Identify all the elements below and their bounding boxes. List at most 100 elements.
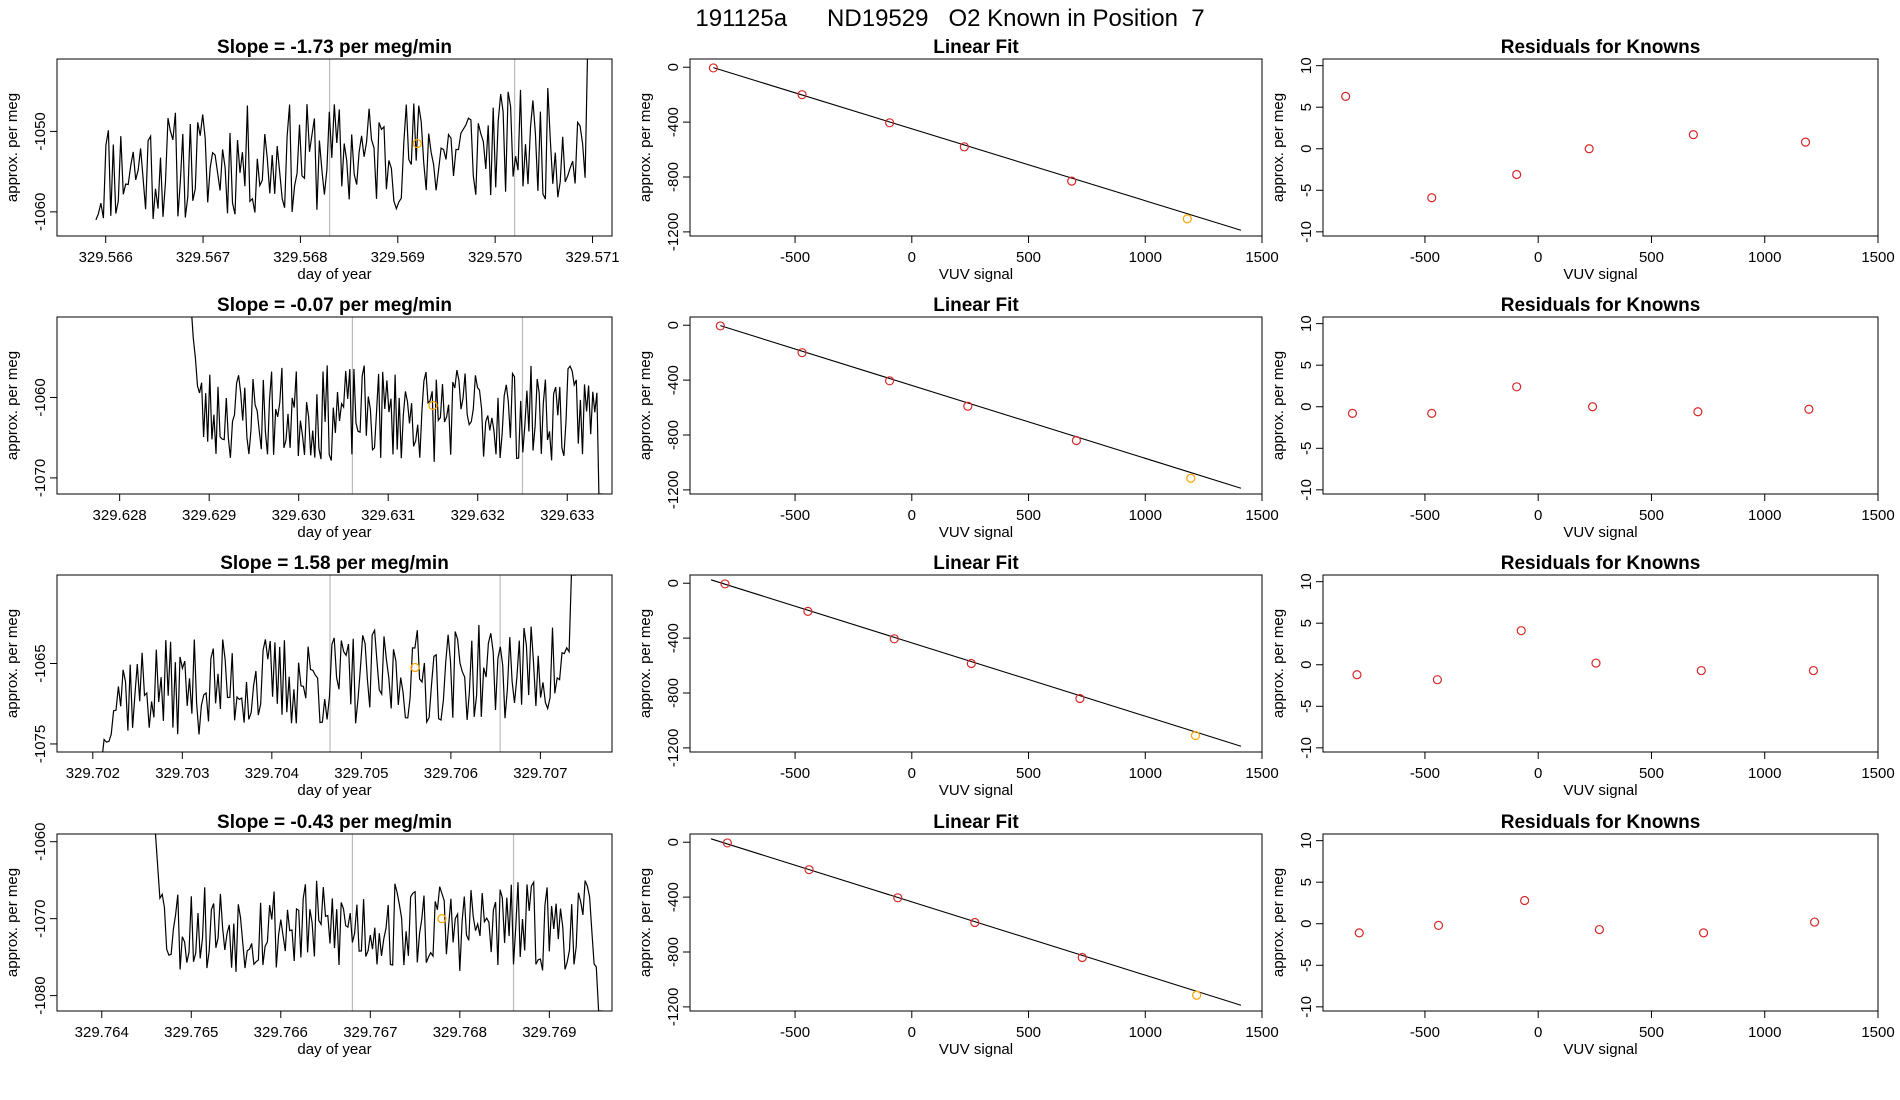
data-point xyxy=(1512,169,1522,180)
x-tick-label: 500 xyxy=(1639,1024,1664,1041)
panel-1-1: Linear Fit -500 0 500 1000 1500 0 -400 -800 -1200… xyxy=(637,295,1279,541)
x-tick-label: 329.703 xyxy=(155,765,209,782)
data-point xyxy=(970,917,980,928)
x-axis-label: day of year xyxy=(297,524,371,541)
data-point xyxy=(1077,952,1087,963)
y-tick-label: 0 xyxy=(1298,403,1315,411)
panel-2-0: Slope = 1.58 per meg/min 329.702 329.703 32… xyxy=(4,553,613,799)
y-axis-label: approx. per meg xyxy=(637,868,654,977)
x-tick-label: 329.567 xyxy=(176,249,230,266)
data-point xyxy=(1432,675,1442,685)
plot-frame xyxy=(689,316,1263,495)
y-tick-label: 0 xyxy=(665,63,682,71)
data-series-line xyxy=(154,834,603,1011)
x-axis-label: VUV signal xyxy=(939,524,1013,541)
y-axis-label: approx. per meg xyxy=(637,351,654,460)
y-tick-label: -1065 xyxy=(32,644,49,682)
x-tick-label: 1500 xyxy=(1245,765,1278,782)
plot-area xyxy=(1347,382,1814,418)
y-tick-label: 0 xyxy=(665,321,682,329)
data-point xyxy=(1075,693,1085,704)
data-point xyxy=(1433,920,1444,931)
x-tick-label: 329.769 xyxy=(522,1024,576,1041)
x-tick-label: 329.706 xyxy=(424,765,478,782)
data-point xyxy=(1067,176,1077,186)
known-marker xyxy=(412,138,422,149)
data-series-line xyxy=(191,317,603,494)
y-tick-label: -400 xyxy=(665,365,682,395)
plot-area xyxy=(708,63,1242,231)
y-tick-label: -800 xyxy=(665,678,682,708)
x-axis-label: VUV signal xyxy=(1563,782,1637,799)
data-series-line xyxy=(95,59,589,221)
x-axis-label: VUV signal xyxy=(939,1041,1013,1058)
known-marker xyxy=(410,662,420,673)
fit-line xyxy=(710,838,1242,1006)
y-axis-label: approx. per meg xyxy=(637,609,654,718)
x-tick-label: 0 xyxy=(908,765,916,782)
fit-line xyxy=(713,67,1242,231)
y-tick-label: -1070 xyxy=(32,899,49,937)
y-tick-label: -800 xyxy=(665,937,682,967)
x-axis-label: day of year xyxy=(297,782,371,799)
y-tick-label: 10 xyxy=(1298,573,1315,590)
data-point xyxy=(1182,214,1192,224)
panel-title: Slope = -0.43 per meg/min xyxy=(217,812,452,833)
y-tick-label: -800 xyxy=(665,420,682,450)
x-tick-label: 1500 xyxy=(1245,249,1278,266)
panel-title: Slope = -0.07 per meg/min xyxy=(217,295,452,316)
plot-area xyxy=(710,579,1242,747)
y-tick-label: -1060 xyxy=(32,823,49,861)
x-tick-label: 329.766 xyxy=(254,1024,308,1041)
data-point xyxy=(1192,990,1202,1000)
fit-line xyxy=(720,325,1242,489)
x-tick-label: 1000 xyxy=(1748,507,1781,524)
x-tick-label: -500 xyxy=(1410,765,1440,782)
x-tick-label: 1000 xyxy=(1748,1024,1781,1041)
panel-1-2: Residuals for Knowns -500 0 500 1000 1500 10 5 0… xyxy=(1270,295,1895,541)
y-axis-label: approx. per meg xyxy=(1270,351,1287,460)
data-point xyxy=(1693,407,1703,417)
panel-0-2: Residuals for Knowns -500 0 500 1000 1500 10 5 0… xyxy=(1270,37,1895,283)
data-point xyxy=(889,634,899,644)
x-tick-label: -500 xyxy=(1410,1024,1440,1041)
x-tick-label: 329.568 xyxy=(273,249,327,266)
x-axis-label: VUV signal xyxy=(1563,524,1637,541)
y-axis-label: approx. per meg xyxy=(4,351,21,460)
x-tick-label: 1500 xyxy=(1861,765,1894,782)
x-axis-label: VUV signal xyxy=(1563,1041,1637,1058)
panel-title: Residuals for Knowns xyxy=(1501,812,1701,833)
data-point xyxy=(1354,928,1364,938)
panel-title: Residuals for Knowns xyxy=(1501,295,1701,316)
data-point xyxy=(1352,670,1362,680)
y-tick-label: 5 xyxy=(1298,103,1315,111)
x-tick-label: 329.705 xyxy=(334,765,388,782)
x-tick-label: -500 xyxy=(780,765,810,782)
panel-2-1: Linear Fit -500 0 500 1000 1500 0 -400 -800 -1200… xyxy=(637,553,1279,799)
plot-frame xyxy=(689,833,1263,1012)
y-axis-label: approx. per meg xyxy=(4,868,21,977)
data-point xyxy=(722,838,732,848)
data-point xyxy=(885,376,895,386)
x-tick-label: -500 xyxy=(780,1024,810,1041)
plot-area xyxy=(1341,91,1811,203)
plot-area xyxy=(154,834,603,1011)
x-tick-label: 329.765 xyxy=(164,1024,218,1041)
y-tick-label: -1080 xyxy=(32,976,49,1014)
panel-title: Linear Fit xyxy=(933,812,1019,833)
x-tick-label: 329.630 xyxy=(272,507,326,524)
y-tick-label: -1200 xyxy=(665,213,682,251)
fit-line xyxy=(710,579,1242,747)
y-tick-label: 10 xyxy=(1298,57,1315,74)
x-axis-label: VUV signal xyxy=(1563,266,1637,283)
panel-title: Residuals for Knowns xyxy=(1501,553,1701,574)
y-tick-label: 10 xyxy=(1298,832,1315,849)
x-tick-label: 1000 xyxy=(1129,1024,1162,1041)
y-tick-label: -1075 xyxy=(32,725,49,763)
x-axis-label: VUV signal xyxy=(939,782,1013,799)
y-tick-label: 5 xyxy=(1298,361,1315,369)
panel-2-2: Residuals for Knowns -500 0 500 1000 1500 10 5 0… xyxy=(1270,553,1895,799)
x-tick-label: 1000 xyxy=(1748,249,1781,266)
y-tick-label: -10 xyxy=(1298,996,1315,1018)
data-point xyxy=(1427,408,1437,418)
